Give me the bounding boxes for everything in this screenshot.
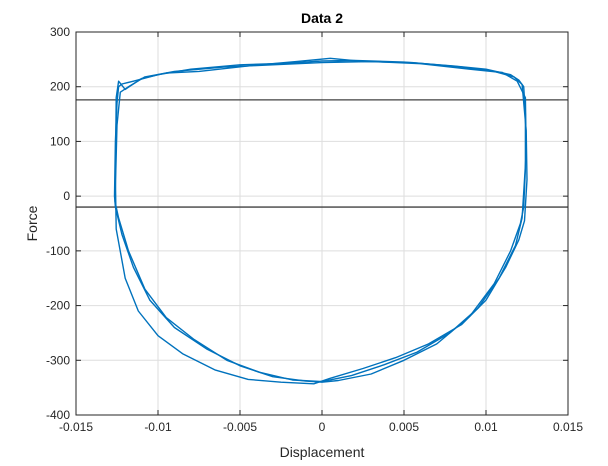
- series-line-3: [114, 60, 527, 383]
- series-lines: [113, 57, 528, 385]
- x-tick-label: -0.005: [223, 420, 257, 434]
- x-tick-label: 0: [319, 420, 326, 434]
- chart-title: Data 2: [301, 10, 343, 26]
- y-tick-label: 100: [50, 134, 70, 148]
- y-tick-label: -400: [46, 408, 70, 422]
- x-tick-label: 0.005: [389, 420, 419, 434]
- x-tick-label: 0.015: [553, 420, 583, 434]
- y-tick-label: 300: [50, 25, 70, 39]
- ticks: -0.015 -0.01 -0.005 0 0.005 0.01 0.015 -400 -300…: [46, 25, 583, 434]
- x-tick-label: -0.015: [59, 420, 93, 434]
- reference-lines: [76, 99, 568, 208]
- y-axis-label: Force: [24, 205, 40, 241]
- y-tick-label: -300: [46, 353, 70, 367]
- x-tick-label: -0.01: [144, 420, 172, 434]
- x-axis-label: Displacement: [280, 444, 365, 460]
- y-tick-label: 200: [50, 80, 70, 94]
- y-tick-label: -100: [46, 244, 70, 258]
- y-tick-label: -200: [46, 299, 70, 313]
- series-line-2: [114, 57, 528, 385]
- x-tick-label: 0.01: [474, 420, 498, 434]
- y-tick-label: 0: [63, 189, 70, 203]
